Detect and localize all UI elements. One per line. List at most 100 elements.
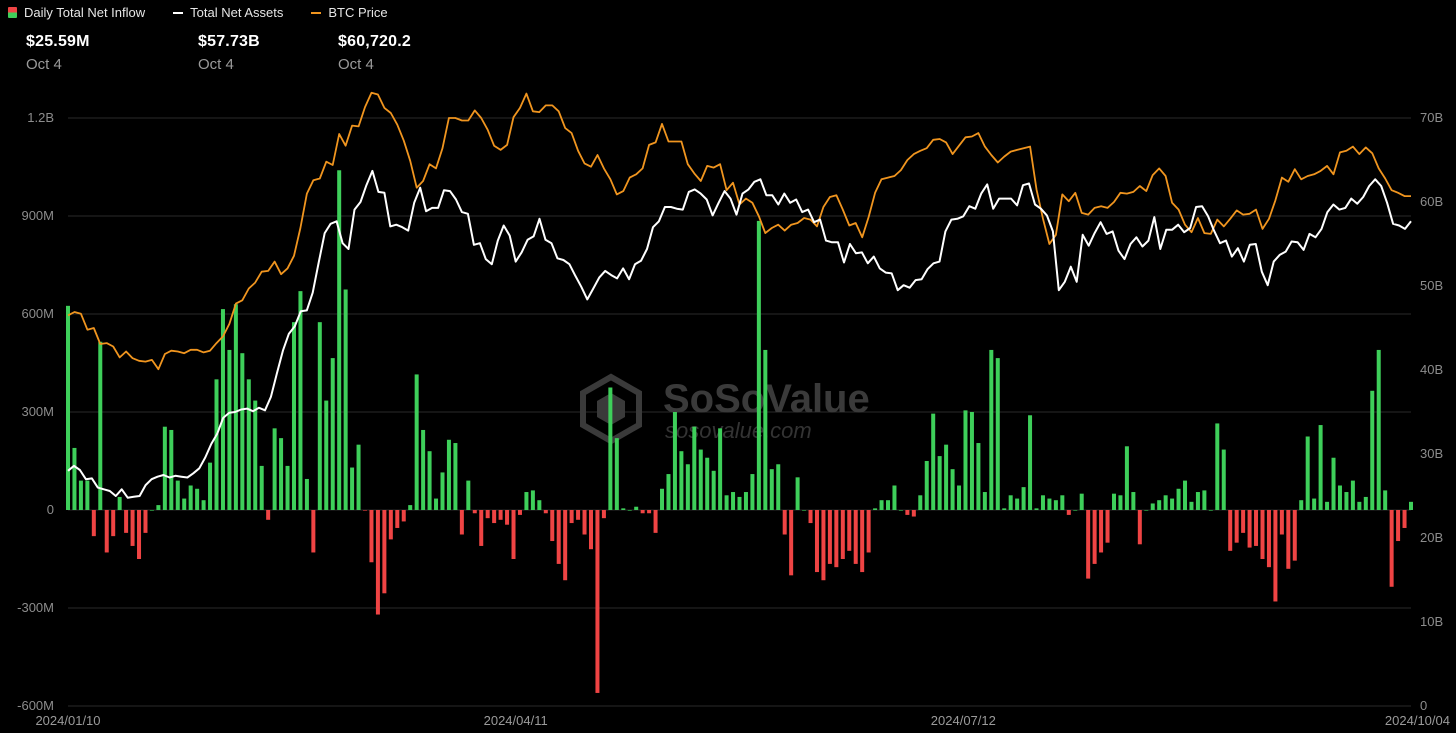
inflow-bar[interactable] bbox=[1376, 349, 1381, 510]
inflow-bar[interactable] bbox=[137, 510, 142, 559]
inflow-bar[interactable] bbox=[240, 353, 245, 510]
inflow-bar[interactable] bbox=[1241, 510, 1246, 533]
inflow-bar[interactable] bbox=[1040, 495, 1045, 510]
inflow-bar[interactable] bbox=[214, 379, 219, 510]
inflow-bar[interactable] bbox=[705, 457, 710, 510]
inflow-bar[interactable] bbox=[1331, 457, 1336, 510]
inflow-bar[interactable] bbox=[117, 496, 122, 510]
inflow-bar[interactable] bbox=[827, 510, 832, 564]
inflow-bar[interactable] bbox=[208, 462, 213, 510]
inflow-bar[interactable] bbox=[259, 465, 264, 510]
inflow-bar[interactable] bbox=[692, 426, 697, 510]
inflow-bar[interactable] bbox=[718, 428, 723, 510]
inflow-bar[interactable] bbox=[1247, 510, 1252, 548]
inflow-bar[interactable] bbox=[421, 429, 426, 510]
inflow-bar[interactable] bbox=[388, 510, 393, 540]
inflow-bar[interactable] bbox=[989, 349, 994, 510]
inflow-bar[interactable] bbox=[246, 379, 251, 510]
inflow-bar[interactable] bbox=[375, 510, 380, 615]
inflow-bar[interactable] bbox=[834, 510, 839, 568]
inflow-bar[interactable] bbox=[963, 410, 968, 510]
inflow-bar[interactable] bbox=[382, 510, 387, 594]
inflow-bar[interactable] bbox=[685, 464, 690, 510]
inflow-bar[interactable] bbox=[1254, 510, 1259, 546]
inflow-bar[interactable] bbox=[853, 510, 858, 564]
inflow-bar[interactable] bbox=[1131, 492, 1136, 510]
inflow-bar[interactable] bbox=[1015, 498, 1020, 510]
inflow-bar[interactable] bbox=[550, 510, 555, 542]
inflow-bar[interactable] bbox=[1079, 493, 1084, 510]
inflow-bar[interactable] bbox=[582, 510, 587, 535]
inflow-bar[interactable] bbox=[621, 508, 626, 510]
inflow-bar[interactable] bbox=[1318, 425, 1323, 510]
inflow-bar[interactable] bbox=[363, 510, 368, 511]
inflow-bar[interactable] bbox=[1195, 492, 1200, 510]
inflow-bar[interactable] bbox=[1408, 501, 1414, 510]
inflow-bar[interactable] bbox=[1350, 480, 1355, 510]
inflow-bar[interactable] bbox=[1260, 510, 1265, 559]
inflow-bar[interactable] bbox=[1305, 436, 1310, 511]
inflow-bar[interactable] bbox=[1028, 415, 1033, 510]
inflow-bar[interactable] bbox=[395, 510, 400, 528]
inflow-bar[interactable] bbox=[1118, 495, 1123, 510]
inflow-bar[interactable] bbox=[1370, 390, 1375, 510]
inflow-bar[interactable] bbox=[614, 438, 619, 510]
inflow-bar[interactable] bbox=[898, 510, 903, 511]
inflow-bar[interactable] bbox=[698, 449, 703, 510]
inflow-bar[interactable] bbox=[1073, 510, 1078, 511]
inflow-bar[interactable] bbox=[143, 510, 148, 533]
inflow-bar[interactable] bbox=[337, 170, 342, 510]
inflow-bar[interactable] bbox=[1137, 510, 1142, 545]
inflow-bar[interactable] bbox=[808, 510, 813, 524]
inflow-bar[interactable] bbox=[65, 305, 71, 510]
inflow-bar[interactable] bbox=[195, 488, 200, 510]
inflow-bar[interactable] bbox=[78, 480, 83, 510]
inflow-bar[interactable] bbox=[969, 412, 974, 510]
inflow-bar[interactable] bbox=[427, 451, 432, 510]
inflow-bar[interactable] bbox=[1034, 508, 1039, 510]
inflow-bar[interactable] bbox=[1325, 501, 1330, 510]
inflow-bar[interactable] bbox=[356, 444, 361, 510]
inflow-bar[interactable] bbox=[608, 387, 613, 511]
inflow-bar[interactable] bbox=[814, 510, 819, 573]
inflow-bar[interactable] bbox=[1111, 493, 1116, 510]
inflow-bar[interactable] bbox=[304, 478, 309, 510]
inflow-bar[interactable] bbox=[498, 510, 503, 520]
inflow-bar[interactable] bbox=[227, 349, 232, 510]
inflow-bar[interactable] bbox=[414, 374, 419, 510]
inflow-bar[interactable] bbox=[401, 510, 406, 522]
inflow-bar[interactable] bbox=[1060, 495, 1065, 510]
inflow-bar[interactable] bbox=[879, 500, 884, 510]
inflow-bar[interactable] bbox=[156, 505, 161, 510]
inflow-bar[interactable] bbox=[743, 492, 748, 510]
inflow-bar[interactable] bbox=[1221, 449, 1226, 510]
inflow-bar[interactable] bbox=[776, 464, 781, 510]
inflow-bar[interactable] bbox=[272, 428, 277, 510]
inflow-bar[interactable] bbox=[679, 451, 684, 510]
inflow-bar[interactable] bbox=[1273, 510, 1278, 602]
inflow-bar[interactable] bbox=[1344, 492, 1349, 510]
inflow-bar[interactable] bbox=[517, 510, 522, 515]
inflow-bar[interactable] bbox=[950, 469, 955, 510]
inflow-bar[interactable] bbox=[653, 510, 658, 533]
inflow-bar[interactable] bbox=[530, 490, 535, 510]
inflow-bar[interactable] bbox=[124, 510, 129, 533]
inflow-bar[interactable] bbox=[924, 461, 929, 510]
inflow-bar[interactable] bbox=[931, 413, 936, 510]
inflow-bar[interactable] bbox=[104, 510, 109, 553]
inflow-bar[interactable] bbox=[169, 429, 174, 510]
inflow-bar[interactable] bbox=[1389, 510, 1394, 587]
inflow-bar[interactable] bbox=[821, 510, 826, 581]
inflow-bar[interactable] bbox=[266, 510, 271, 520]
total-net-assets-line[interactable] bbox=[67, 169, 1412, 499]
inflow-bar[interactable] bbox=[576, 510, 581, 520]
inflow-bar[interactable] bbox=[285, 465, 290, 510]
inflow-bar[interactable] bbox=[253, 400, 258, 510]
inflow-bar[interactable] bbox=[976, 443, 981, 510]
legend-item-inflow[interactable]: Daily Total Net Inflow bbox=[8, 5, 145, 20]
inflow-bar[interactable] bbox=[524, 492, 529, 510]
inflow-bar[interactable] bbox=[1002, 508, 1007, 510]
inflow-bar[interactable] bbox=[1189, 501, 1194, 510]
inflow-bar[interactable] bbox=[182, 498, 187, 510]
